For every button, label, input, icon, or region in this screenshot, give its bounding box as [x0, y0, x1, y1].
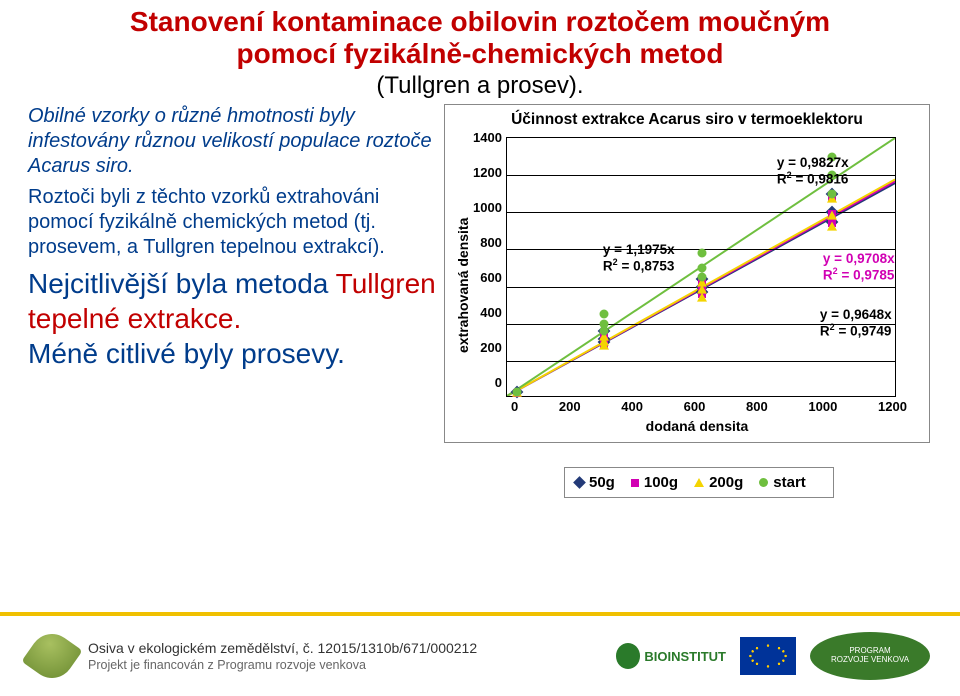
bioinstitut-logo: BIOINSTITUT: [616, 637, 726, 675]
chart-title: Účinnost extrakce Acarus siro v termoekl…: [453, 111, 921, 129]
title-line2: pomocí fyzikálně-chemických metod: [30, 38, 930, 70]
para2: Roztoči byli z těchto vzorků extrahováni…: [28, 185, 438, 260]
prv-logo: PROGRAM ROZVOJE VENKOVA: [810, 632, 930, 680]
chart-legend: 50g100g200gstart: [564, 467, 834, 498]
x-axis-label: dodaná densita: [473, 418, 921, 434]
x-ticks: 020040060080010001200: [511, 399, 907, 414]
footer-line1: Osiva v ekologickém zemědělství, č. 1201…: [88, 640, 602, 656]
eu-flag-icon: [740, 637, 796, 675]
page-title: Stanovení kontaminace obilovin roztočem …: [0, 0, 960, 100]
title-line3: (Tullgren a prosev).: [30, 72, 930, 100]
y-ticks: 0200400600800100012001400: [473, 130, 506, 390]
p1b: Acarus siro.: [28, 155, 134, 177]
scatter-plot: y = 1,1975xR2 = 0,8753y = 0,9827xR2 = 0,…: [506, 137, 896, 397]
footer: Osiva v ekologickém zemědělství, č. 1201…: [0, 612, 960, 696]
footer-line2: Projekt je financován z Programu rozvoje…: [88, 658, 602, 672]
left-text: Obilné vzorky o různé hmotnosti byly inf…: [28, 104, 438, 498]
prv2: ROZVOJE VENKOVA: [831, 656, 909, 665]
bio-text: BIOINSTITUT: [644, 649, 726, 664]
p3c: Méně citlivé byly prosevy.: [28, 338, 345, 369]
chart-box: Účinnost extrakce Acarus siro v termoekl…: [444, 104, 930, 443]
para1: Obilné vzorky o různé hmotnosti byly inf…: [28, 104, 438, 179]
chart-column: Účinnost extrakce Acarus siro v termoekl…: [444, 104, 932, 498]
p1a: Obilné vzorky o různé hmotnosti byly inf…: [28, 105, 432, 152]
title-line1: Stanovení kontaminace obilovin roztočem …: [30, 6, 930, 38]
p3a: Nejcitlivější byla metoda: [28, 268, 336, 299]
bio-icon: [616, 643, 640, 669]
para3: Nejcitlivější byla metoda Tullgren tepel…: [28, 266, 438, 371]
y-axis-label: extrahovaná densita: [453, 137, 473, 434]
leaf-logo-icon: [21, 625, 82, 686]
